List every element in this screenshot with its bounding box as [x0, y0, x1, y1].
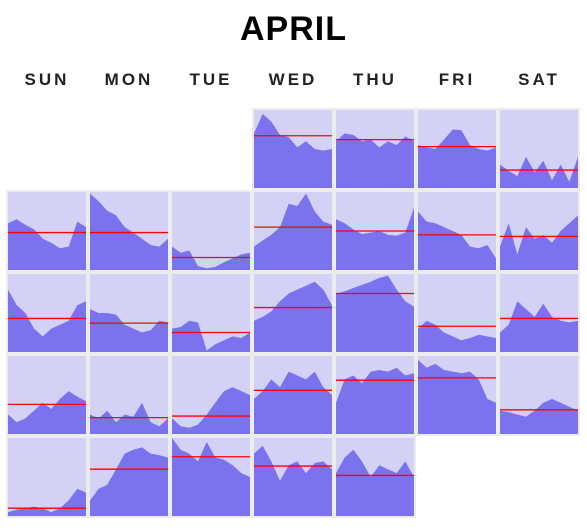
day-area-13	[90, 309, 168, 352]
day-cell-1	[252, 108, 334, 190]
day-cell-7	[170, 190, 252, 272]
day-cell-15	[252, 272, 334, 354]
day-area-4	[500, 156, 578, 188]
day-cell-9	[334, 190, 416, 272]
day-area-1	[254, 113, 332, 188]
day-area-17	[418, 320, 496, 352]
day-cell-20	[88, 354, 170, 436]
day-cell-25	[498, 354, 580, 436]
day-area-21	[172, 387, 250, 434]
day-area-15	[254, 281, 332, 352]
day-cell-8	[252, 190, 334, 272]
day-cell-18	[498, 272, 580, 354]
weekday-label-mon: MON	[104, 70, 154, 89]
day-cell-5	[6, 190, 88, 272]
day-area-16	[336, 275, 414, 352]
weekday-label-fri: FRI	[438, 70, 476, 89]
day-area-28	[172, 438, 250, 516]
day-area-22	[254, 371, 332, 434]
weekday-label-sun: SUN	[24, 70, 70, 89]
day-cell-14	[170, 272, 252, 354]
day-cell-10	[416, 190, 498, 272]
day-cell-21	[170, 354, 252, 436]
day-cell-28	[170, 436, 252, 518]
day-cell-29	[252, 436, 334, 518]
day-area-25	[500, 398, 578, 434]
day-cell-17	[416, 272, 498, 354]
weekday-label-tue: TUE	[189, 70, 233, 89]
day-area-9	[336, 207, 414, 270]
day-area-18	[500, 301, 578, 352]
day-cell-26	[6, 436, 88, 518]
day-cell-24	[416, 354, 498, 436]
day-area-19	[8, 391, 86, 434]
day-cell-19	[6, 354, 88, 436]
day-cell-13	[88, 272, 170, 354]
day-cell-23	[334, 354, 416, 436]
day-area-2	[336, 133, 414, 188]
day-area-27	[90, 447, 168, 516]
weekday-label-wed: WED	[268, 70, 318, 89]
chart-title: APRIL	[240, 10, 347, 48]
day-area-7	[172, 246, 250, 270]
day-area-30	[336, 449, 414, 516]
day-area-10	[418, 211, 496, 270]
day-area-23	[336, 367, 414, 434]
day-area-29	[254, 445, 332, 516]
day-area-6	[90, 193, 168, 270]
weekday-label-sat: SAT	[518, 70, 560, 89]
weekday-label-thu: THU	[353, 70, 397, 89]
day-area-11	[500, 215, 578, 270]
day-cell-6	[88, 190, 170, 272]
day-area-3	[418, 129, 496, 188]
day-cell-16	[334, 272, 416, 354]
day-cell-4	[498, 108, 580, 190]
day-cell-11	[498, 190, 580, 272]
day-cell-27	[88, 436, 170, 518]
day-cell-12	[6, 272, 88, 354]
day-area-26	[8, 488, 86, 516]
day-area-14	[172, 320, 250, 352]
day-cell-3	[416, 108, 498, 190]
day-cell-30	[334, 436, 416, 518]
day-area-12	[8, 289, 86, 352]
day-area-8	[254, 193, 332, 270]
day-cell-2	[334, 108, 416, 190]
day-area-20	[90, 402, 168, 434]
day-cell-22	[252, 354, 334, 436]
